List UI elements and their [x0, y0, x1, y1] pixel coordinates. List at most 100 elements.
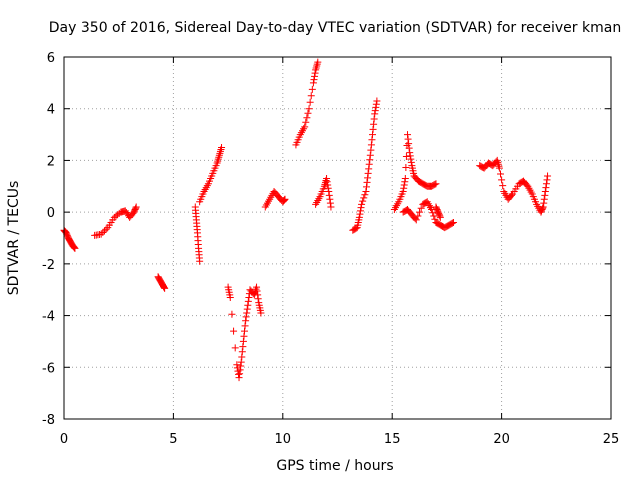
series-arc5: [196, 144, 226, 206]
data-point: [432, 180, 440, 188]
y-tick-label: 6: [47, 51, 55, 66]
data-point: [216, 149, 224, 157]
y-axis-label: SDTVAR / TECUs: [6, 181, 22, 296]
data-point: [372, 103, 380, 111]
data-point: [99, 229, 107, 237]
data-point: [401, 175, 409, 183]
data-point: [371, 110, 379, 118]
axis-ticks: 0 5 10 15 20 25 -8 -6 -4 -2 0 2 4 6: [42, 51, 619, 447]
data-point: [70, 244, 78, 252]
data-points: [60, 58, 552, 382]
data-point: [429, 209, 437, 217]
data-point: [371, 107, 379, 115]
data-point: [239, 337, 247, 345]
data-point: [313, 62, 321, 70]
data-point: [416, 208, 424, 216]
grid-lines: [64, 57, 611, 419]
data-point: [495, 164, 503, 172]
data-point: [233, 361, 241, 369]
data-point: [363, 178, 371, 186]
data-point: [366, 151, 374, 159]
data-point: [235, 374, 243, 382]
series-arc14: [476, 156, 552, 216]
data-point: [324, 181, 332, 189]
data-point: [236, 366, 244, 374]
series-arc2: [91, 203, 140, 239]
data-point: [236, 370, 244, 378]
data-point: [402, 164, 410, 172]
data-point: [241, 327, 249, 335]
chart-title: Day 350 of 2016, Sidereal Day-to-day VTE…: [49, 20, 621, 36]
data-point: [369, 125, 377, 133]
data-point: [226, 293, 234, 301]
data-point: [322, 176, 330, 184]
series-arc9: [312, 175, 335, 211]
data-point: [405, 140, 413, 148]
data-point: [325, 191, 333, 199]
series-arc13: [432, 203, 444, 221]
data-point: [237, 362, 245, 370]
data-point: [365, 165, 373, 173]
data-point: [132, 204, 140, 212]
data-point: [541, 187, 549, 195]
data-point: [365, 160, 373, 168]
y-tick-label: -6: [42, 361, 55, 376]
data-point: [323, 178, 331, 186]
data-point: [244, 301, 252, 309]
data-point: [368, 136, 376, 144]
data-point: [325, 187, 333, 195]
data-point: [324, 184, 332, 192]
data-point: [257, 309, 265, 317]
data-point: [241, 322, 249, 330]
series-arc1: [60, 226, 79, 252]
series-arc11: [390, 131, 440, 214]
data-point: [431, 180, 439, 188]
data-point: [239, 343, 247, 351]
data-point: [306, 98, 314, 106]
x-tick-label: 10: [275, 432, 292, 447]
data-point: [359, 197, 367, 205]
data-point: [97, 230, 105, 238]
data-point: [498, 176, 506, 184]
data-point: [326, 199, 334, 207]
data-point: [303, 114, 311, 122]
data-point: [540, 199, 548, 207]
data-point: [540, 195, 548, 203]
data-point: [100, 227, 108, 235]
data-point: [399, 187, 407, 195]
data-point: [357, 204, 365, 212]
data-point: [360, 194, 368, 202]
data-point: [372, 100, 380, 108]
data-point: [281, 195, 289, 203]
x-axis-label: GPS time / hours: [276, 458, 393, 474]
data-point: [161, 284, 169, 292]
data-point: [356, 207, 364, 215]
data-point: [216, 147, 224, 155]
data-point: [448, 219, 456, 227]
data-point: [355, 213, 363, 221]
data-point: [218, 144, 226, 151]
data-point: [367, 146, 375, 154]
data-point: [543, 176, 551, 184]
data-point: [400, 184, 408, 192]
data-point: [362, 187, 370, 195]
data-point: [280, 196, 288, 204]
x-tick-label: 15: [384, 432, 401, 447]
series-arc3: [154, 273, 169, 292]
data-point: [214, 155, 222, 163]
data-point: [230, 327, 238, 335]
y-tick-label: -2: [42, 258, 55, 273]
data-point: [406, 149, 414, 157]
x-tick-label: 25: [603, 432, 620, 447]
data-point: [71, 244, 79, 252]
series-arc6: [224, 283, 265, 382]
data-point: [302, 118, 310, 126]
x-tick-label: 20: [493, 432, 510, 447]
data-point: [254, 295, 262, 303]
data-point: [312, 64, 320, 72]
data-point: [497, 170, 505, 178]
data-point: [309, 79, 317, 87]
data-point: [313, 60, 321, 68]
data-point: [327, 203, 335, 211]
